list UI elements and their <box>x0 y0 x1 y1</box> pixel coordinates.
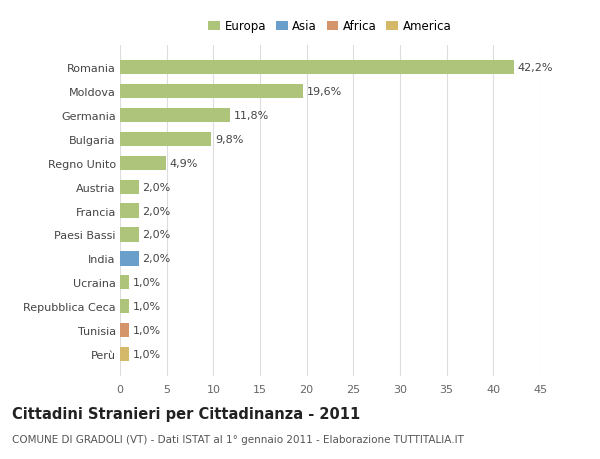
Bar <box>120 61 514 75</box>
Bar <box>120 228 139 242</box>
Bar <box>120 299 130 313</box>
Bar <box>120 323 130 337</box>
Bar <box>120 109 230 123</box>
Text: 19,6%: 19,6% <box>307 87 342 97</box>
Text: 1,0%: 1,0% <box>133 349 161 359</box>
Bar <box>120 157 166 171</box>
Legend: Europa, Asia, Africa, America: Europa, Asia, Africa, America <box>208 21 452 34</box>
Bar <box>120 133 211 147</box>
Text: 2,0%: 2,0% <box>142 254 170 264</box>
Text: 2,0%: 2,0% <box>142 230 170 240</box>
Text: 2,0%: 2,0% <box>142 206 170 216</box>
Text: 1,0%: 1,0% <box>133 325 161 336</box>
Bar <box>120 275 130 290</box>
Text: 4,9%: 4,9% <box>169 158 198 168</box>
Text: 2,0%: 2,0% <box>142 182 170 192</box>
Bar <box>120 85 303 99</box>
Text: 1,0%: 1,0% <box>133 278 161 288</box>
Text: Cittadini Stranieri per Cittadinanza - 2011: Cittadini Stranieri per Cittadinanza - 2… <box>12 406 360 421</box>
Bar <box>120 180 139 195</box>
Text: 1,0%: 1,0% <box>133 302 161 312</box>
Text: 11,8%: 11,8% <box>234 111 269 121</box>
Text: COMUNE DI GRADOLI (VT) - Dati ISTAT al 1° gennaio 2011 - Elaborazione TUTTITALIA: COMUNE DI GRADOLI (VT) - Dati ISTAT al 1… <box>12 434 464 444</box>
Text: 42,2%: 42,2% <box>518 63 553 73</box>
Text: 9,8%: 9,8% <box>215 134 244 145</box>
Bar <box>120 252 139 266</box>
Bar <box>120 204 139 218</box>
Bar <box>120 347 130 361</box>
